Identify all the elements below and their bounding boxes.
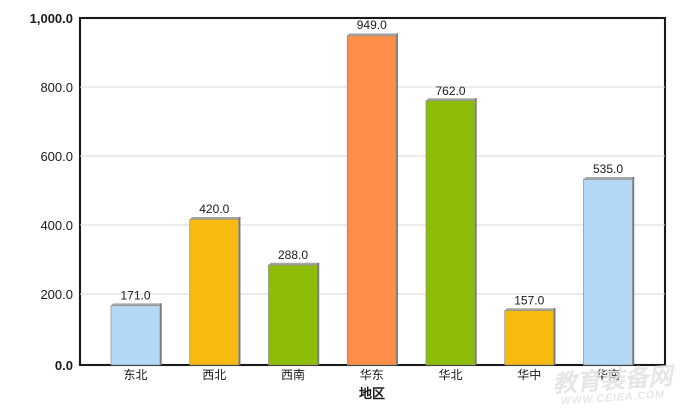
svg-text:949.0: 949.0 bbox=[357, 18, 387, 32]
svg-text:东北: 东北 bbox=[123, 368, 147, 382]
svg-text:762.0: 762.0 bbox=[435, 84, 465, 98]
svg-text:157.0: 157.0 bbox=[514, 294, 544, 308]
svg-text:420.0: 420.0 bbox=[199, 202, 229, 216]
svg-text:535.0: 535.0 bbox=[593, 162, 623, 176]
svg-text:600.0: 600.0 bbox=[40, 149, 73, 164]
svg-text:华东: 华东 bbox=[360, 368, 384, 382]
svg-text:1,000.0: 1,000.0 bbox=[30, 11, 73, 26]
svg-text:800.0: 800.0 bbox=[40, 80, 73, 95]
svg-text:地区: 地区 bbox=[359, 386, 385, 401]
svg-text:200.0: 200.0 bbox=[40, 287, 73, 302]
svg-text:华北: 华北 bbox=[438, 368, 462, 382]
svg-text:西北: 西北 bbox=[202, 368, 226, 382]
svg-text:171.0: 171.0 bbox=[120, 289, 150, 303]
svg-text:288.0: 288.0 bbox=[278, 248, 308, 262]
svg-text:0.0: 0.0 bbox=[55, 358, 73, 373]
svg-text:400.0: 400.0 bbox=[40, 218, 73, 233]
svg-text:华中: 华中 bbox=[517, 367, 541, 382]
svg-text:西南: 西南 bbox=[281, 367, 305, 382]
